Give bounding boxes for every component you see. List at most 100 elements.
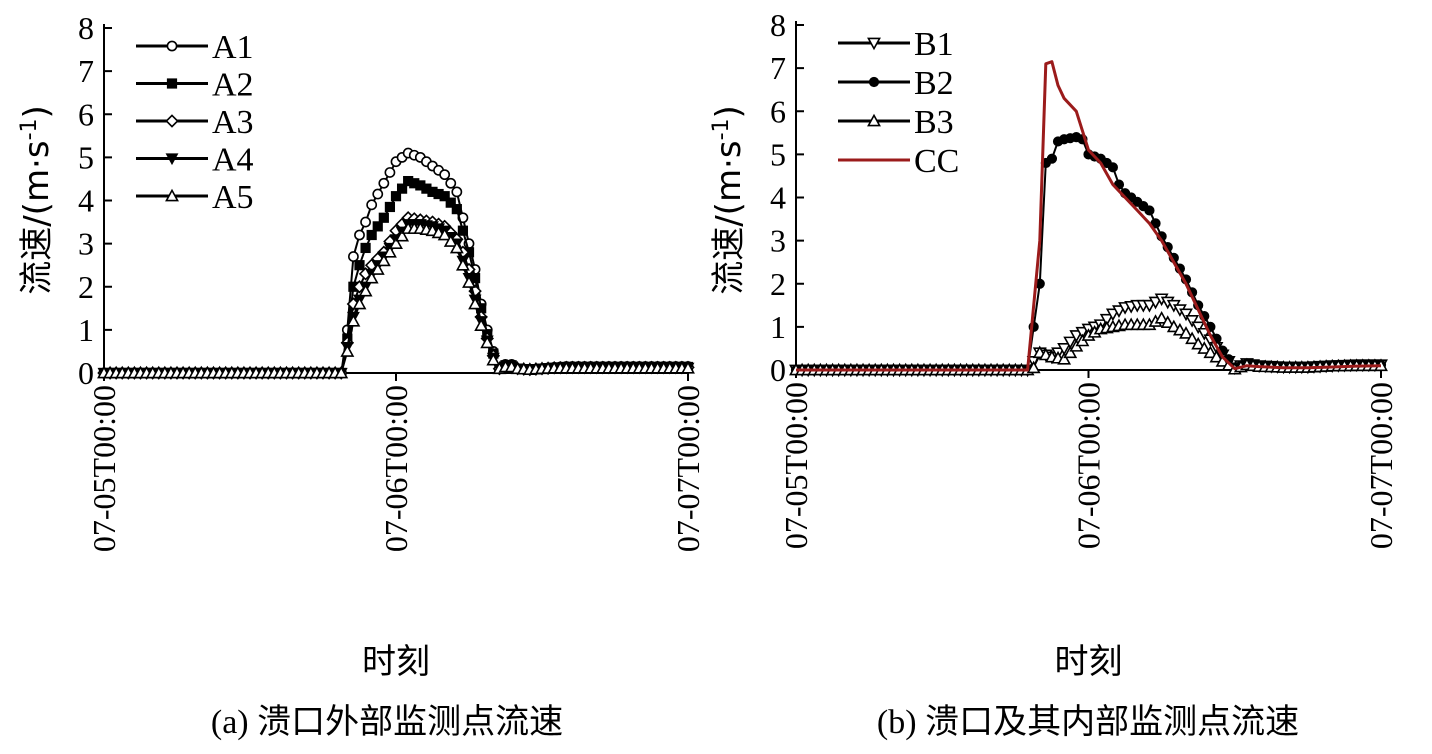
data-point-B2 (1107, 162, 1118, 173)
data-point-A2 (384, 201, 396, 213)
series-line-CC (796, 60, 1382, 372)
data-point-A5 (468, 296, 483, 310)
data-point-A5 (334, 365, 349, 379)
y-tick-label: 7 (770, 50, 786, 86)
y-tick-label: 1 (770, 309, 786, 345)
legend-label: A1 (212, 29, 254, 66)
data-point-A5 (358, 283, 373, 297)
legend-label: A4 (212, 142, 254, 179)
y-tick-label: 5 (78, 139, 94, 175)
legend-marker (867, 113, 881, 127)
legend-entry-A4: A4 (136, 142, 254, 179)
chart-caption: (a) 溃口外部监测点流速 (211, 703, 563, 741)
y-tick-label: 0 (78, 355, 94, 391)
data-point-A5 (389, 236, 403, 250)
data-point-A1 (384, 167, 396, 178)
chart-1: 0 1 2 3 4 5 6 7 8 07-05T00:00 07-06T00:00 07-07T00:… (17, 10, 706, 741)
x-tick-label: 07-07T00:00 (670, 385, 706, 552)
data-point-B1 (1191, 321, 1206, 335)
legend-entry-B2: B2 (838, 65, 954, 102)
legend-marker (868, 76, 880, 88)
y-tick-label: 6 (78, 96, 94, 132)
data-point-B3 (1179, 326, 1193, 339)
data-point-A1 (439, 169, 451, 181)
data-point-A1 (445, 177, 457, 189)
data-point-A2 (360, 242, 371, 254)
data-point-A2 (396, 183, 408, 194)
data-point-B3 (1154, 310, 1169, 324)
series-line-A1 (104, 152, 688, 374)
legend-entry-A2: A2 (136, 67, 254, 104)
y-tick-label: 6 (770, 93, 786, 129)
legend-label: A2 (212, 67, 254, 104)
data-point-A2 (372, 221, 383, 232)
x-tick-label: 07-06T00:00 (378, 385, 414, 552)
data-point-A1 (360, 216, 371, 228)
data-point-A5 (486, 352, 501, 366)
data-point-B1 (1099, 313, 1114, 327)
legend-entry-A3: A3 (136, 104, 254, 141)
data-point-A5 (443, 234, 458, 247)
series-A2 (98, 175, 694, 379)
y-tick-label: 0 (770, 352, 786, 388)
data-point-B3 (1209, 349, 1224, 363)
y-tick-label: 3 (78, 226, 94, 262)
data-point-B1 (1057, 343, 1072, 356)
data-point-A5 (455, 257, 470, 271)
data-point-A5 (462, 275, 476, 288)
data-point-B3 (1185, 331, 1200, 345)
data-point-B3 (1197, 341, 1212, 354)
data-point-B3 (1063, 345, 1078, 359)
data-point-A1 (348, 251, 359, 262)
x-axis-label: 时刻 (362, 642, 430, 682)
legend-label: A5 (212, 179, 254, 216)
legend-label: A3 (212, 104, 254, 141)
data-point-B2 (1144, 205, 1155, 216)
chart-caption: (b) 溃口及其内部监测点流速 (877, 703, 1299, 741)
data-point-A5 (474, 318, 489, 331)
data-point-A1 (354, 229, 365, 241)
legend-marker (166, 40, 178, 52)
data-point-A5 (376, 253, 391, 267)
data-point-A5 (480, 335, 495, 349)
legend-marker (867, 37, 881, 51)
data-point-A1 (372, 188, 384, 200)
x-axis-label: 时刻 (1055, 642, 1123, 682)
data-point-B1 (1179, 308, 1193, 322)
legend-label: B2 (914, 65, 954, 102)
legend-entry-B3: B3 (838, 104, 954, 141)
y-tick-label: 2 (78, 269, 94, 305)
series-A1 (98, 147, 694, 379)
series-CC (796, 60, 1382, 372)
x-tick-label: 07-05T00:00 (86, 385, 122, 552)
legend-label: B1 (914, 26, 954, 63)
data-point-A5 (370, 262, 385, 275)
data-point-A2 (451, 204, 462, 215)
data-point-B1 (1063, 336, 1078, 350)
data-point-A5 (395, 228, 410, 242)
legend-entry-CC: CC (838, 143, 959, 180)
y-axis-label: 流速/(m·s-1) (17, 105, 57, 295)
x-tick-label: 07-07T00:00 (1363, 382, 1399, 549)
data-point-A2 (457, 225, 469, 236)
legend-marker (165, 188, 179, 202)
series-line-A2 (104, 180, 688, 374)
data-point-A1 (451, 186, 463, 198)
y-tick-label: 1 (78, 312, 94, 348)
data-point-A2 (366, 229, 377, 241)
data-point-A5 (352, 296, 367, 310)
legend-marker (165, 114, 179, 128)
legend-marker (166, 78, 178, 89)
data-point-A5 (364, 270, 379, 284)
data-point-B3 (1203, 345, 1218, 359)
y-tick-label: 4 (78, 183, 94, 219)
data-point-B3 (1191, 336, 1206, 350)
data-point-A5 (437, 227, 452, 241)
legend-label: B3 (914, 104, 954, 141)
data-point-A2 (439, 191, 450, 202)
y-tick-label: 7 (78, 53, 94, 89)
data-point-B3 (1026, 360, 1041, 374)
data-point-A5 (449, 240, 464, 254)
data-point-A5 (681, 360, 695, 374)
